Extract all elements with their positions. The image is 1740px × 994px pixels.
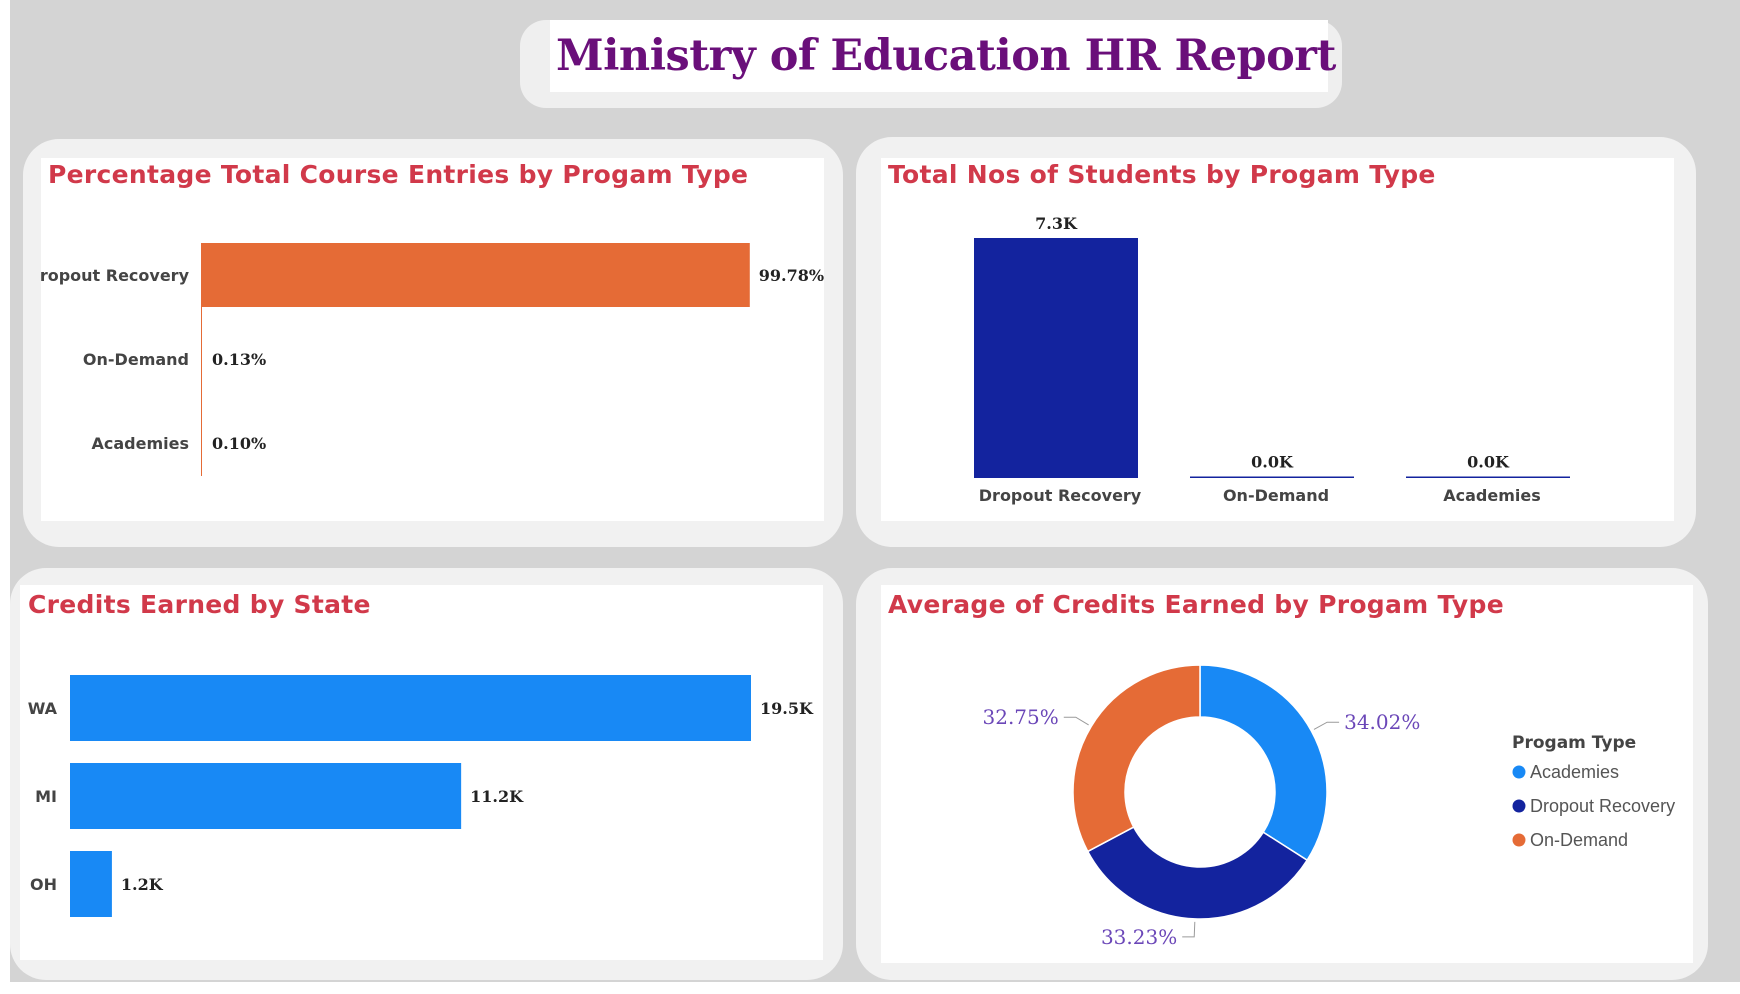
legend-marker-dropout-recovery xyxy=(1512,799,1526,813)
data-label-on-demand: 32.75% xyxy=(983,705,1059,729)
data-label-academies: 0.10% xyxy=(212,434,266,453)
leader-line-dropout-recovery xyxy=(1182,921,1196,938)
bar-wa xyxy=(70,675,751,741)
slice-dropout-recovery xyxy=(1086,826,1309,920)
category-label-wa: WA xyxy=(28,699,58,718)
course-entries-title: Percentage Total Course Entries by Proga… xyxy=(48,160,749,189)
data-label-academies: 0.0K xyxy=(1467,453,1510,472)
data-label-on-demand: 0.0K xyxy=(1251,453,1294,472)
bar-mi xyxy=(70,763,462,829)
data-label-on-demand: 0.13% xyxy=(212,350,266,369)
category-label-mi: MI xyxy=(35,787,57,806)
bar-dropout-recovery xyxy=(201,243,750,307)
data-label-academies: 34.02% xyxy=(1344,710,1420,734)
legend-marker-on-demand xyxy=(1512,833,1526,847)
legend-label-dropout-recovery: Dropout Recovery xyxy=(1530,796,1675,816)
avg-credits-chart: 34.02% 33.23% 32.75% Progam Type Academies Dr… xyxy=(983,664,1675,949)
page-title: Ministry of Education HR Report xyxy=(556,31,1336,81)
data-label-oh: 1.2K xyxy=(121,875,164,894)
legend-label-on-demand: On-Demand xyxy=(1530,830,1628,850)
category-label-oh: OH xyxy=(30,875,57,894)
credits-state-chart: WA 19.5K MI 11.2K OH 1.2K xyxy=(28,675,814,917)
data-label-wa: 19.5K xyxy=(760,699,814,718)
bar-on-demand xyxy=(1190,476,1354,478)
category-label-dropout-recovery: Dropout Recovery xyxy=(41,266,190,285)
category-label-on-demand: On-Demand xyxy=(1223,486,1329,505)
title-box xyxy=(550,20,1328,92)
data-label-dropout-recovery: 99.78% xyxy=(759,266,824,285)
leader-line-academies xyxy=(1313,721,1340,730)
legend-marker-academies xyxy=(1512,765,1526,779)
bar-dropout-recovery xyxy=(974,238,1138,478)
course-entries-panel: Percentage Total Course Entries by Proga… xyxy=(41,158,824,521)
course-entries-chart: Dropout Recovery 99.78% On-Demand 0.13% Acad… xyxy=(41,243,824,476)
left-edge-strip xyxy=(0,0,10,994)
data-label-mi: 11.2K xyxy=(470,787,524,806)
credits-state-title: Credits Earned by State xyxy=(28,590,371,619)
slice-on-demand xyxy=(1072,664,1201,853)
avg-credits-title: Average of Credits Earned by Progam Type xyxy=(888,590,1504,619)
students-panel: Total Nos of Students by Progam Type 7.3… xyxy=(881,158,1674,521)
data-label-dropout-recovery: 33.23% xyxy=(1101,925,1177,949)
students-title: Total Nos of Students by Progam Type xyxy=(888,160,1436,189)
bar-academies xyxy=(1406,476,1570,478)
bottom-edge-strip xyxy=(0,982,1740,994)
legend-title: Progam Type xyxy=(1512,733,1636,753)
bar-oh xyxy=(70,851,112,917)
avg-credits-panel: Average of Credits Earned by Progam Type… xyxy=(881,585,1693,963)
category-label-academies: Academies xyxy=(92,434,190,453)
slice-academies xyxy=(1199,664,1328,862)
category-label-dropout-recovery: Dropout Recovery xyxy=(979,486,1142,505)
category-label-academies: Academies xyxy=(1443,486,1541,505)
students-chart: 7.3K Dropout Recovery 0.0K On-Demand 0.0K Aca… xyxy=(974,214,1570,505)
data-label-dropout-recovery: 7.3K xyxy=(1035,214,1078,233)
credits-state-panel: Credits Earned by State WA 19.5K MI 11.2K OH… xyxy=(20,585,823,960)
leader-line-on-demand xyxy=(1063,716,1089,726)
category-label-on-demand: On-Demand xyxy=(83,350,189,369)
legend-label-academies: Academies xyxy=(1530,762,1619,782)
